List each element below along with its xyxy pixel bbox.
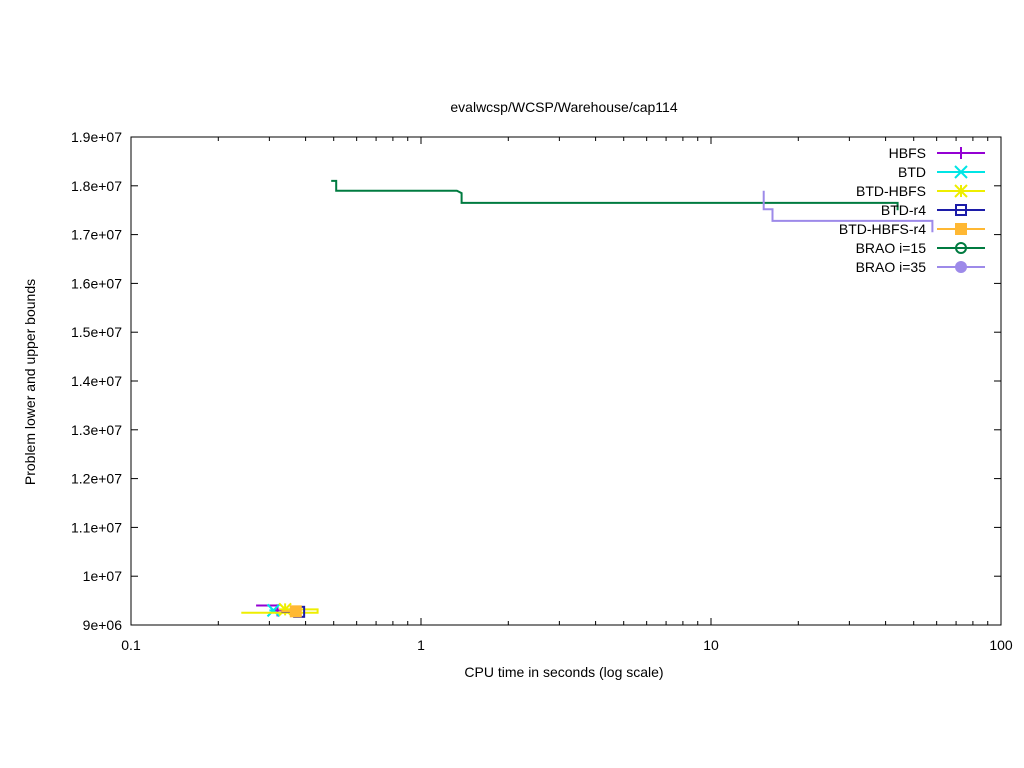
series-line: [331, 179, 899, 211]
y-tick-label: 1.6e+07: [71, 275, 122, 291]
chart-title: evalwcsp/WCSP/Warehouse/cap114: [450, 99, 677, 115]
y-tick-label: 1.7e+07: [71, 227, 122, 243]
y-tick-label: 1.2e+07: [71, 471, 122, 487]
plot-frame: [130, 136, 1002, 626]
x-tick-label: 100: [989, 637, 1013, 653]
legend-label: BTD-HBFS-r4: [839, 221, 926, 237]
legend-label: BTD: [898, 164, 926, 180]
data-point: [289, 605, 302, 618]
legend-marker: [955, 223, 967, 235]
legend-marker: [955, 204, 967, 216]
y-tick-label: 1e+07: [83, 568, 123, 584]
y-tick-label: 1.3e+07: [71, 422, 122, 438]
data-point: [278, 602, 292, 617]
legend-label: BRAO i=15: [856, 240, 927, 256]
y-axis-label: Problem lower and upper bounds: [22, 279, 38, 485]
legend-marker: [955, 242, 967, 254]
legend-marker: [954, 165, 968, 179]
y-tick-label: 1.1e+07: [71, 519, 122, 535]
y-tick-label: 1.8e+07: [71, 178, 122, 194]
axis-ticks: 9e+06 1e+07 1.1e+07 1.2e+07 1.3e+07 1.4e+07 1.…: [71, 129, 1013, 653]
legend-label: BRAO i=35: [856, 259, 927, 275]
x-tick-label: 10: [703, 637, 719, 653]
series-line: [762, 190, 934, 233]
y-tick-label: 1.4e+07: [71, 373, 122, 389]
legend-marker: [955, 261, 967, 273]
legend-label: HBFS: [889, 145, 926, 161]
legend-marker: [955, 147, 967, 159]
series-lines: [241, 179, 934, 618]
legend: HBFS BTD BTD-HBFS BTD-r4 BTD-HBFS-r4 BRAO i=1…: [839, 145, 985, 275]
y-tick-label: 9e+06: [83, 617, 123, 633]
data-point: [266, 603, 281, 618]
legend-label: BTD-HBFS: [856, 183, 926, 199]
x-tick-label: 1: [417, 637, 425, 653]
y-tick-label: 1.9e+07: [71, 129, 122, 145]
y-tick-label: 1.5e+07: [71, 324, 122, 340]
x-axis-label: CPU time in seconds (log scale): [464, 664, 663, 680]
x-tick-label: 0.1: [121, 637, 141, 653]
legend-marker: [954, 184, 968, 198]
legend-label: BTD-r4: [881, 202, 926, 218]
